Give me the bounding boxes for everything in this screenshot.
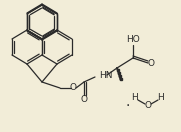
- Text: O: O: [148, 58, 155, 67]
- Text: HO: HO: [126, 34, 140, 44]
- Text: O: O: [81, 95, 87, 105]
- Text: ·: ·: [126, 99, 130, 113]
- Text: HN: HN: [99, 70, 113, 79]
- Text: H: H: [158, 93, 164, 103]
- Text: O: O: [144, 102, 151, 110]
- Text: H: H: [132, 93, 138, 103]
- Text: O: O: [70, 84, 77, 93]
